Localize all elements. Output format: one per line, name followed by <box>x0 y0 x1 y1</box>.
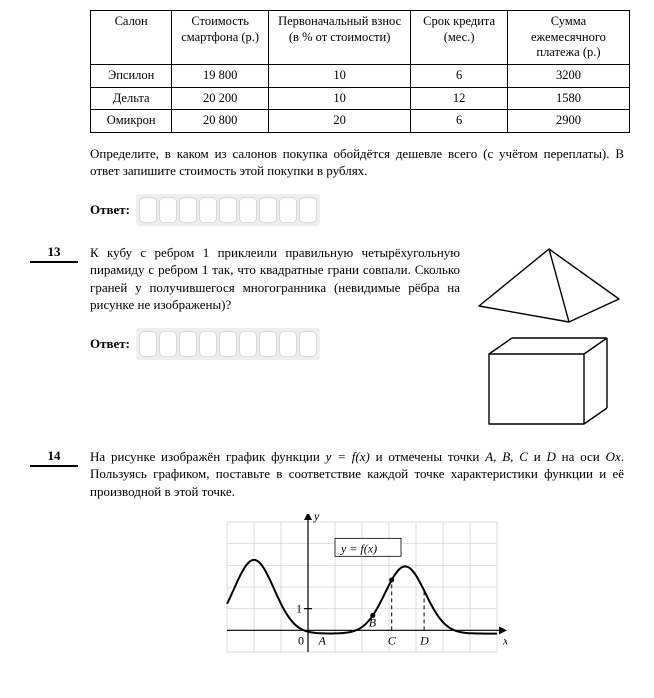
t: на оси <box>556 449 606 464</box>
polyhedron-icon <box>474 244 624 434</box>
t: На рисунке изображён график функции <box>90 449 326 464</box>
cell: 6 <box>411 110 508 133</box>
col-salon: Салон <box>91 11 172 65</box>
t: и <box>528 449 547 464</box>
col-price: Стоимость смартфона (р.) <box>172 11 269 65</box>
q12-text: Определите, в каком из салонов покупка о… <box>90 145 624 180</box>
ax: Ox <box>606 449 621 464</box>
svg-text:0: 0 <box>298 634 304 648</box>
answer-cells[interactable] <box>136 194 320 226</box>
svg-text:B: B <box>369 616 377 630</box>
cell: 20 800 <box>172 110 269 133</box>
cell: 1580 <box>507 87 629 110</box>
fn: y = f(x) <box>326 449 370 464</box>
pt: A <box>485 449 493 464</box>
svg-text:C: C <box>388 634 397 648</box>
table-row: Омикрон 20 800 20 6 2900 <box>91 110 630 133</box>
cell: 6 <box>411 64 508 87</box>
table-row: Эпсилон 19 800 10 6 3200 <box>91 64 630 87</box>
q12-answer: Ответ: <box>90 194 624 226</box>
cell: 10 <box>268 87 410 110</box>
function-plot: y = f(x) y x 0 1 A BC D <box>207 514 507 664</box>
cell: 10 <box>268 64 410 87</box>
svg-text:1: 1 <box>296 602 302 616</box>
q13-figure <box>474 244 624 438</box>
pt: C <box>519 449 528 464</box>
q13-text: К кубу с ребром 1 приклеили правильную ч… <box>90 244 460 314</box>
q14-text: На рисунке изображён график функции y = … <box>90 448 624 501</box>
task-number: 13 <box>30 244 78 263</box>
svg-text:y = f(x): y = f(x) <box>340 542 377 556</box>
svg-text:y: y <box>313 514 320 523</box>
col-term: Срок кредита (мес.) <box>411 11 508 65</box>
cell: 20 <box>268 110 410 133</box>
task-14: 14 На рисунке изображён график функции y… <box>90 448 624 669</box>
cell: 20 200 <box>172 87 269 110</box>
q13-answer: Ответ: <box>90 328 460 360</box>
cell: 3200 <box>507 64 629 87</box>
task-13: 13 К кубу с ребром 1 приклеили правильну… <box>90 244 624 438</box>
t: и отмечены точки <box>370 449 485 464</box>
svg-text:A: A <box>318 634 327 648</box>
svg-text:x: x <box>502 634 507 648</box>
col-payment: Сумма ежемесячного платежа (р.) <box>507 11 629 65</box>
q14-chart: y = f(x) y x 0 1 A BC D <box>90 514 624 668</box>
col-deposit: Первоначальный взнос (в % от стоимости) <box>268 11 410 65</box>
cell: 12 <box>411 87 508 110</box>
answer-label: Ответ: <box>90 202 130 218</box>
cell: 2900 <box>507 110 629 133</box>
cell: Омикрон <box>91 110 172 133</box>
answer-label: Ответ: <box>90 336 130 352</box>
cell: 19 800 <box>172 64 269 87</box>
cell: Эпсилон <box>91 64 172 87</box>
pricing-table: Салон Стоимость смартфона (р.) Первонача… <box>90 10 630 133</box>
svg-text:D: D <box>419 634 429 648</box>
answer-cells[interactable] <box>136 328 320 360</box>
pt: D <box>546 449 555 464</box>
pt: B <box>502 449 510 464</box>
cell: Дельта <box>91 87 172 110</box>
table-row: Дельта 20 200 10 12 1580 <box>91 87 630 110</box>
task-number: 14 <box>30 448 78 467</box>
